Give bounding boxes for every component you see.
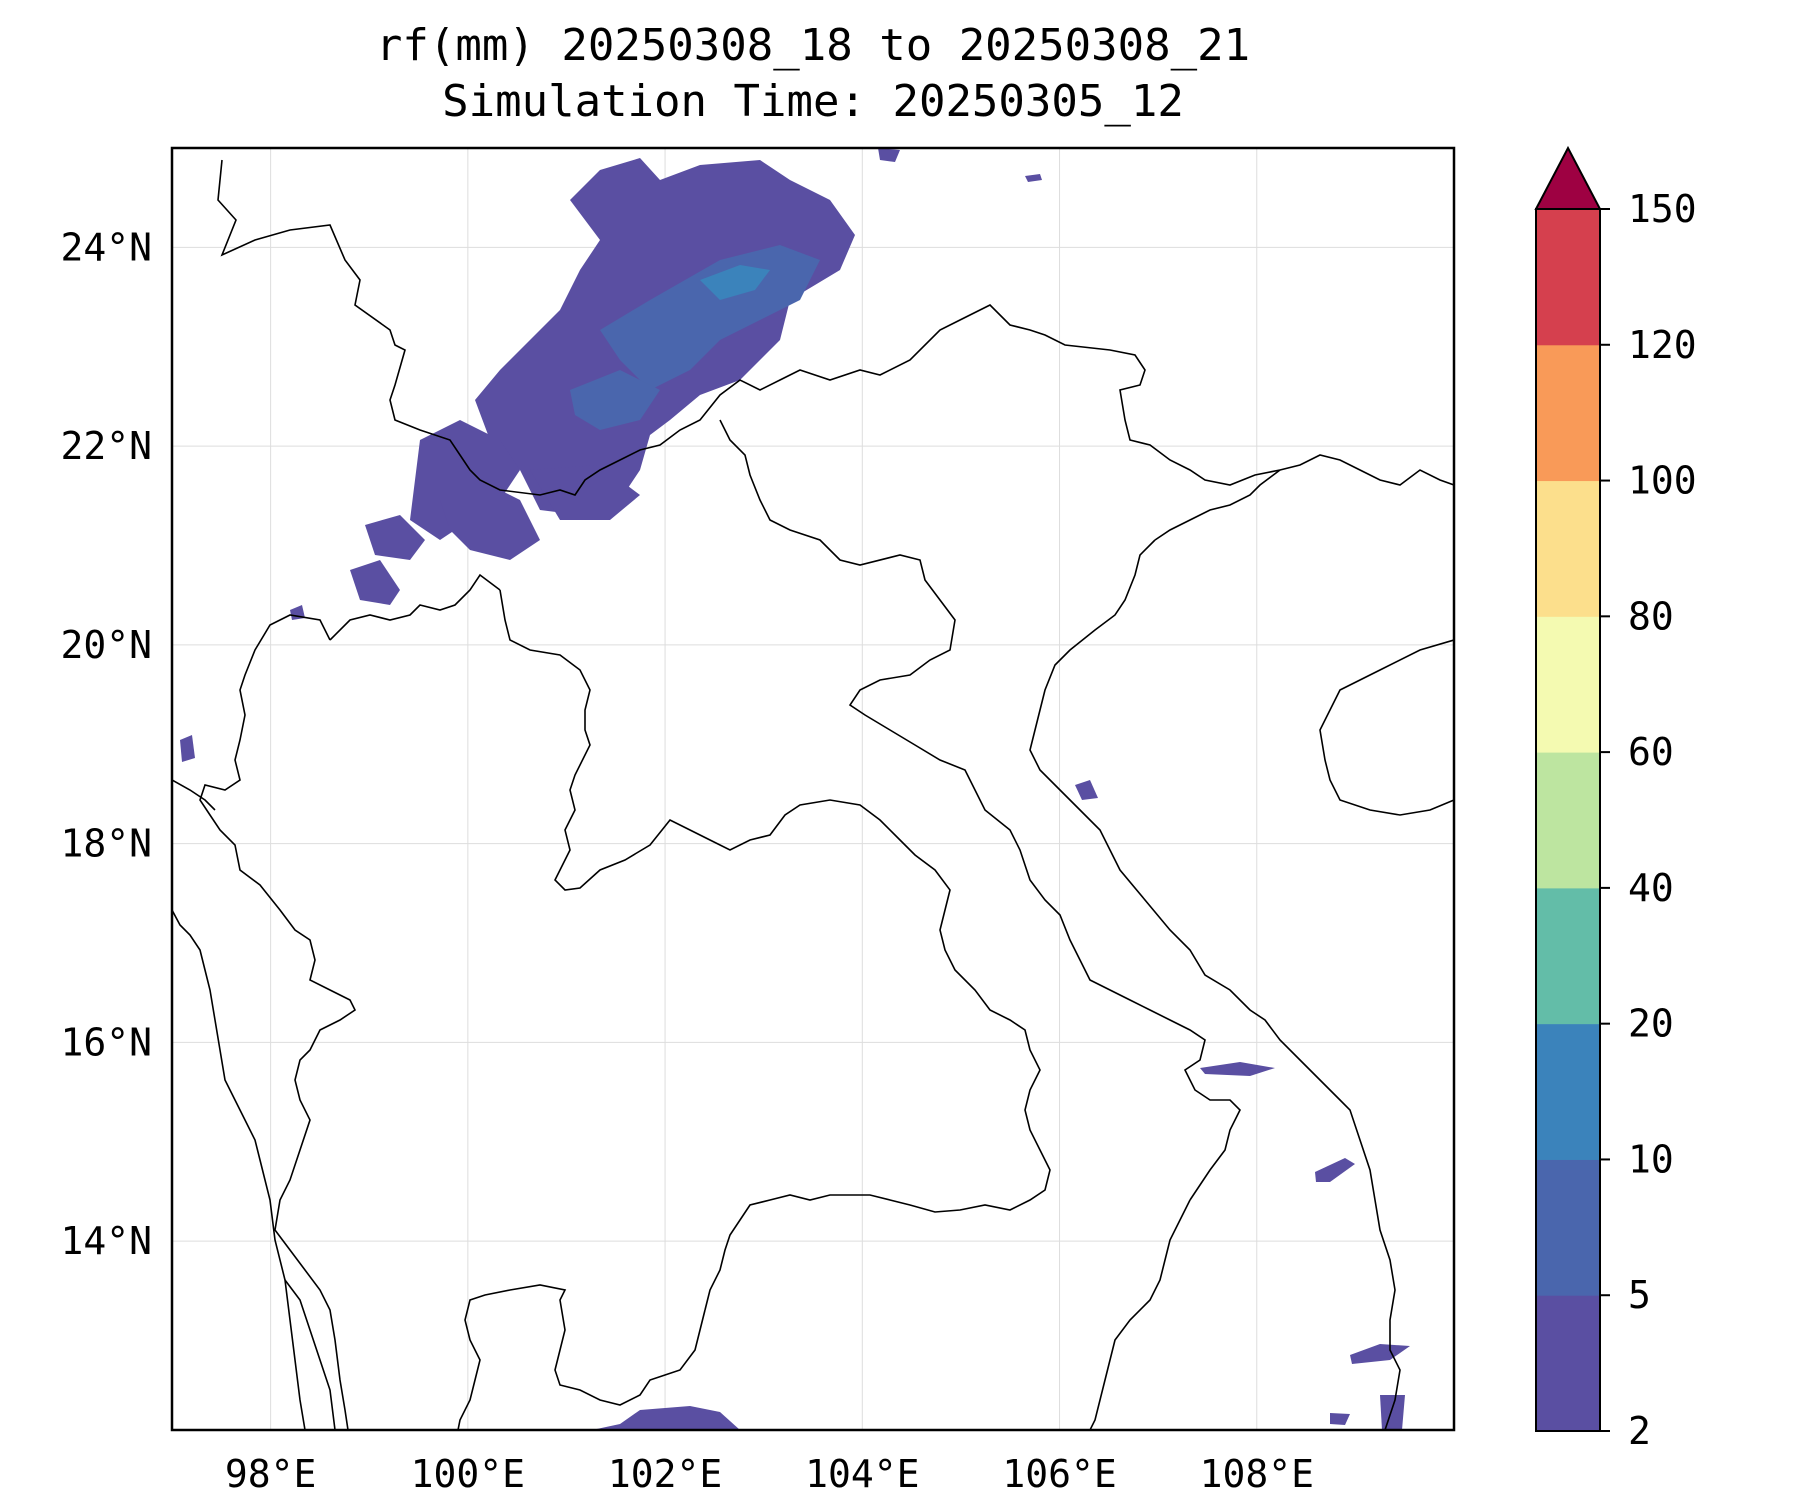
colorbar-label: 10 [1628, 1137, 1674, 1181]
x-tick-label: 102°E [608, 1452, 722, 1496]
colorbar-label: 150 [1628, 187, 1697, 231]
colorbar-segment [1536, 616, 1600, 753]
colorbar-segment [1536, 1159, 1600, 1296]
colorbar-labels: 2 5 10 20 40 60 80 100 120 150 [1600, 187, 1697, 1453]
x-tick-label: 106°E [1002, 1452, 1116, 1496]
coastlines-and-borders [172, 159, 1454, 1430]
colorbar-label: 2 [1628, 1409, 1651, 1453]
colorbar [1534, 145, 1602, 1432]
y-tick-label: 20°N [60, 623, 152, 667]
title-line-2: Simulation Time: 20250305_12 [442, 76, 1184, 127]
rainfall-field [180, 148, 1410, 1430]
y-tick-label: 14°N [60, 1219, 152, 1263]
plot-frame [170, 146, 1456, 1432]
colorbar-extend-arrow [1534, 145, 1602, 210]
x-axis-ticks: 98°E 100°E 102°E 104°E 106°E 108°E [225, 1452, 1314, 1496]
colorbar-label: 20 [1628, 1002, 1674, 1046]
y-tick-label: 18°N [60, 822, 152, 866]
colorbar-segment [1536, 887, 1600, 1025]
y-axis-ticks: 14°N 16°N 18°N 20°N 22°N 24°N [60, 225, 152, 1263]
x-tick-label: 100°E [411, 1452, 525, 1496]
colorbar-segment [1536, 1023, 1600, 1160]
colorbar-label: 40 [1628, 866, 1674, 910]
x-tick-label: 108°E [1200, 1452, 1314, 1496]
colorbar-label: 5 [1628, 1273, 1651, 1317]
colorbar-label: 60 [1628, 730, 1674, 774]
y-tick-label: 22°N [60, 424, 152, 468]
map-title: rf(mm) 20250308_18 to 20250308_21 Simula… [168, 18, 1458, 130]
colorbar-segment [1536, 480, 1600, 617]
colorbar-segment [1536, 344, 1600, 482]
x-tick-label: 98°E [225, 1452, 317, 1496]
colorbar-segment [1536, 209, 1600, 346]
grid-lines [172, 148, 1454, 1430]
y-tick-label: 16°N [60, 1020, 152, 1064]
colorbar-label: 120 [1628, 323, 1697, 367]
colorbar-frame [1535, 208, 1601, 1432]
colorbar-segment [1536, 1295, 1600, 1432]
colorbar-label: 100 [1628, 459, 1697, 503]
x-tick-label: 104°E [805, 1452, 919, 1496]
title-line-1: rf(mm) 20250308_18 to 20250308_21 [375, 20, 1251, 71]
colorbar-segment [1536, 752, 1600, 889]
colorbar-label: 80 [1628, 594, 1674, 638]
y-tick-label: 24°N [60, 225, 152, 269]
